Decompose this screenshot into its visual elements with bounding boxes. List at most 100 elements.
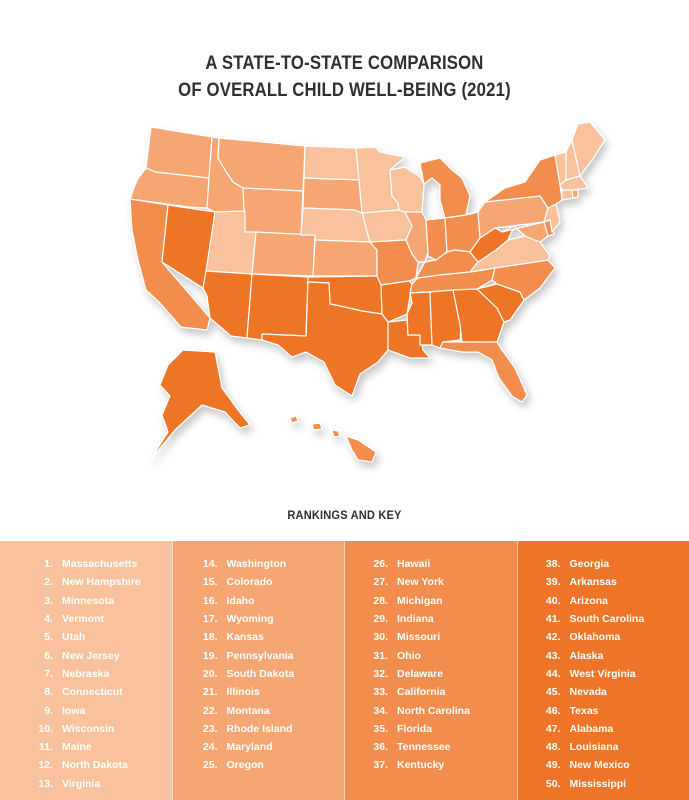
state-rhode-island: [571, 189, 579, 199]
rank-row: 9. Iowa: [0, 701, 172, 719]
rank-row: 48. Louisiana: [518, 738, 689, 756]
rank-column-3: 26. Hawaii 27. New York 28. Michigan 29. Indian…: [344, 541, 517, 800]
state-hawaii: [289, 415, 377, 463]
rank-row: 32. Delaware: [345, 665, 517, 683]
rank-number: 34.: [373, 704, 388, 717]
rank-row: 25. Oregon: [173, 756, 345, 774]
rank-row: 15. Colorado: [173, 573, 345, 591]
rank-state-name: South Dakota: [226, 667, 295, 680]
rank-row: 6. New Jersey: [0, 646, 172, 664]
rank-row: 14. Washington: [173, 555, 345, 573]
rank-number: 18.: [202, 631, 218, 644]
state-west-virginia: [469, 225, 515, 263]
rank-number: 24.: [202, 741, 218, 754]
rank-number: 38.: [545, 558, 561, 571]
rank-column-1: 1. Massachusetts 2. New Hampshire 3. Minnesot…: [0, 541, 172, 800]
rank-row: 28. Michigan: [345, 592, 517, 610]
rank-number: 17.: [202, 613, 218, 626]
rank-row: 20. South Dakota: [173, 665, 345, 683]
rank-row: 16. Idaho: [173, 592, 345, 610]
rank-state-name: West Virginia: [569, 667, 636, 680]
state-arizona: [202, 270, 253, 339]
state-washington: [145, 126, 213, 179]
rank-number: 21.: [202, 686, 218, 699]
rank-number: 23.: [202, 722, 218, 735]
rank-state-name: Washington: [226, 558, 287, 571]
rank-number: 8.: [44, 686, 53, 699]
rank-number: 49.: [545, 759, 561, 772]
state-connecticut: [561, 189, 574, 201]
rank-row: 46. Texas: [518, 701, 689, 719]
key-title: RANKINGS AND KEY: [287, 508, 402, 522]
rank-state-name: Hawaii: [397, 558, 431, 571]
rank-state-name: North Carolina: [397, 704, 470, 717]
rank-number: 31.: [373, 649, 388, 662]
rank-number: 44.: [545, 667, 561, 680]
rank-state-name: Nevada: [569, 686, 607, 699]
rank-number: 26.: [373, 558, 388, 571]
rank-state-name: Kansas: [226, 631, 264, 644]
rank-state-name: Illinois: [226, 686, 260, 699]
rank-row: 18. Kansas: [173, 628, 345, 646]
rank-state-name: Maryland: [226, 741, 273, 754]
rank-row: 38. Georgia: [518, 555, 689, 573]
rank-number: 5.: [44, 631, 53, 644]
rank-row: 36. Tennessee: [345, 738, 517, 756]
rank-state-name: Vermont: [62, 613, 105, 626]
rank-state-name: Oregon: [226, 759, 264, 772]
rank-state-name: Texas: [569, 704, 599, 717]
rank-state-name: Alabama: [569, 722, 614, 735]
rank-row: 11. Maine: [0, 738, 172, 756]
rank-row: 26. Hawaii: [345, 555, 517, 573]
rank-number: 50.: [545, 777, 561, 790]
rank-number: 28.: [373, 594, 388, 607]
state-alaska: [149, 349, 251, 461]
rank-number: 40.: [545, 594, 561, 607]
rank-number: 15.: [202, 576, 218, 589]
rank-number: 2.: [44, 576, 53, 589]
rank-state-name: Arizona: [569, 594, 609, 607]
rank-state-name: Pennsylvania: [226, 649, 294, 662]
rank-number: 43.: [545, 649, 561, 662]
rank-state-name: North Dakota: [62, 759, 128, 772]
rank-state-name: Louisiana: [569, 741, 619, 754]
rank-row: 39. Arkansas: [518, 573, 689, 591]
state-north-dakota: [303, 145, 360, 181]
rank-row: 50. Mississippi: [518, 775, 689, 793]
rank-state-name: Michigan: [397, 594, 443, 607]
rank-state-name: Rhode Island: [226, 722, 293, 735]
rank-column-4: 38. Georgia 39. Arkansas 40. Arizona 41. South …: [516, 541, 689, 800]
rank-row: 49. New Mexico: [518, 756, 689, 774]
rank-state-name: Mississippi: [569, 777, 627, 790]
rank-state-name: Montana: [226, 704, 270, 717]
rank-number: 9.: [44, 704, 53, 717]
rank-state-name: Oklahoma: [569, 631, 621, 644]
rank-number: 3.: [44, 594, 53, 607]
rank-row: 1. Massachusetts: [0, 555, 172, 573]
rank-state-name: Minnesota: [62, 594, 114, 607]
rank-row: 47. Alabama: [518, 720, 689, 738]
rank-number: 45.: [545, 686, 561, 699]
rank-state-name: Kentucky: [397, 759, 445, 772]
rank-number: 41.: [545, 613, 561, 626]
rank-number: 32.: [373, 667, 388, 680]
rank-row: 17. Wyoming: [173, 610, 345, 628]
rank-number: 36.: [373, 741, 388, 754]
us-choropleth-map: [129, 121, 606, 463]
rank-number: 35.: [373, 722, 388, 735]
rank-state-name: Connecticut: [62, 686, 123, 699]
rank-row: 30. Missouri: [345, 628, 517, 646]
rank-number: 27.: [373, 576, 388, 589]
rank-state-name: Arkansas: [569, 576, 617, 589]
rank-number: 16.: [202, 594, 218, 607]
rank-number: 6.: [44, 649, 53, 662]
rank-number: 33.: [373, 686, 388, 699]
rank-state-name: Alaska: [569, 649, 604, 662]
rank-number: 20.: [202, 667, 218, 680]
rank-row: 24. Maryland: [173, 738, 345, 756]
rank-number: 37.: [373, 759, 388, 772]
title-line-1: A STATE-TO-STATE COMPARISON: [205, 53, 484, 74]
rank-state-name: Indiana: [397, 613, 434, 626]
rank-state-name: Virginia: [62, 777, 101, 790]
rank-row: 37. Kentucky: [345, 756, 517, 774]
